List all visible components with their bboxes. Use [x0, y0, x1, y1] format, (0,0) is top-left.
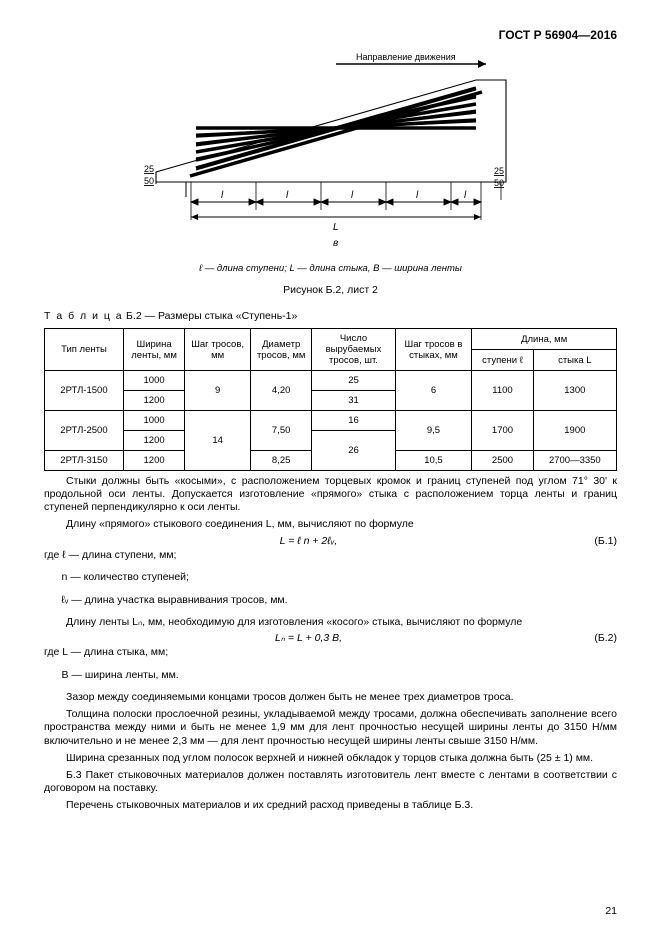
svg-text:50: 50 [494, 178, 504, 188]
joint-diagram-icon: Направление движения [136, 52, 526, 252]
th-len-l: ступени ℓ [472, 350, 533, 371]
figure-caption: Рисунок Б.2, лист 2 [44, 284, 617, 296]
svg-text:l: l [351, 190, 354, 201]
svg-text:l: l [416, 190, 419, 201]
table-row: 2РТЛ-1500 1000 9 4,20 25 6 1100 1300 [45, 371, 617, 391]
document-id: ГОСТ Р 56904—2016 [44, 28, 617, 42]
where: ℓᵥ — длина участка выравнивания тросов, … [44, 594, 617, 606]
paragraph: Длину ленты Lₙ, мм, необходимую для изго… [44, 616, 617, 629]
paragraph: Зазор между соединяемыми концами тросов … [44, 691, 617, 704]
where: где L — длина стыка, мм; [44, 646, 617, 658]
svg-text:l: l [464, 190, 467, 201]
where: n — количество ступеней; [44, 571, 617, 583]
paragraph: Перечень стыковочных материалов и их сре… [44, 799, 617, 812]
svg-text:l: l [221, 190, 224, 201]
arrow-label: Направление движения [356, 52, 456, 62]
dimensions-table: Тип ленты Ширина ленты, мм Шаг тросов, м… [44, 328, 617, 471]
page-number: 21 [605, 905, 617, 917]
table-row: 2РТЛ-2500 1000 14 7,50 16 9,5 1700 1900 [45, 411, 617, 431]
th-len: Длина, мм [472, 329, 617, 350]
formula: L = ℓ n + 2ℓᵥ, (Б.1) [44, 535, 617, 547]
paragraph: Б.3 Пакет стыковочных материалов должен … [44, 769, 617, 795]
th-cut: Число вырубаемых тросов, шт. [312, 329, 395, 371]
th-len-L: стыка L [533, 350, 616, 371]
svg-text:25: 25 [494, 166, 504, 176]
paragraph: Длину «прямого» стыкового соединения L, … [44, 518, 617, 531]
paragraph: Ширина срезанных под углом полосок верхн… [44, 752, 617, 765]
svg-text:l: l [286, 190, 289, 201]
where: где ℓ — длина ступени, мм; [44, 549, 617, 561]
table-title: Т а б л и ц а Б.2 — Размеры стыка «Ступе… [44, 310, 617, 322]
th-diam: Диаметр тросов, мм [250, 329, 311, 371]
diagram: Направление движения [44, 52, 617, 255]
th-width: Ширина ленты, мм [123, 329, 184, 371]
formula: Lₙ = L + 0,3 В, (Б.2) [44, 632, 617, 644]
th-step-joint: Шаг тросов в стыках, мм [395, 329, 472, 371]
paragraph: Толщина полоски прослоечной резины, укла… [44, 708, 617, 747]
diagram-legend: ℓ — длина ступени; L — длина стыка, B — … [44, 263, 617, 274]
th-step: Шаг тросов, мм [185, 329, 251, 371]
where: В — ширина ленты, мм. [44, 669, 617, 681]
paragraph: Стыки должны быть «косыми», с расположен… [44, 475, 617, 514]
svg-text:L: L [333, 222, 339, 233]
svg-text:25: 25 [144, 164, 154, 174]
svg-text:50: 50 [144, 176, 154, 186]
th-type: Тип ленты [45, 329, 124, 371]
svg-text:в: в [333, 238, 338, 249]
